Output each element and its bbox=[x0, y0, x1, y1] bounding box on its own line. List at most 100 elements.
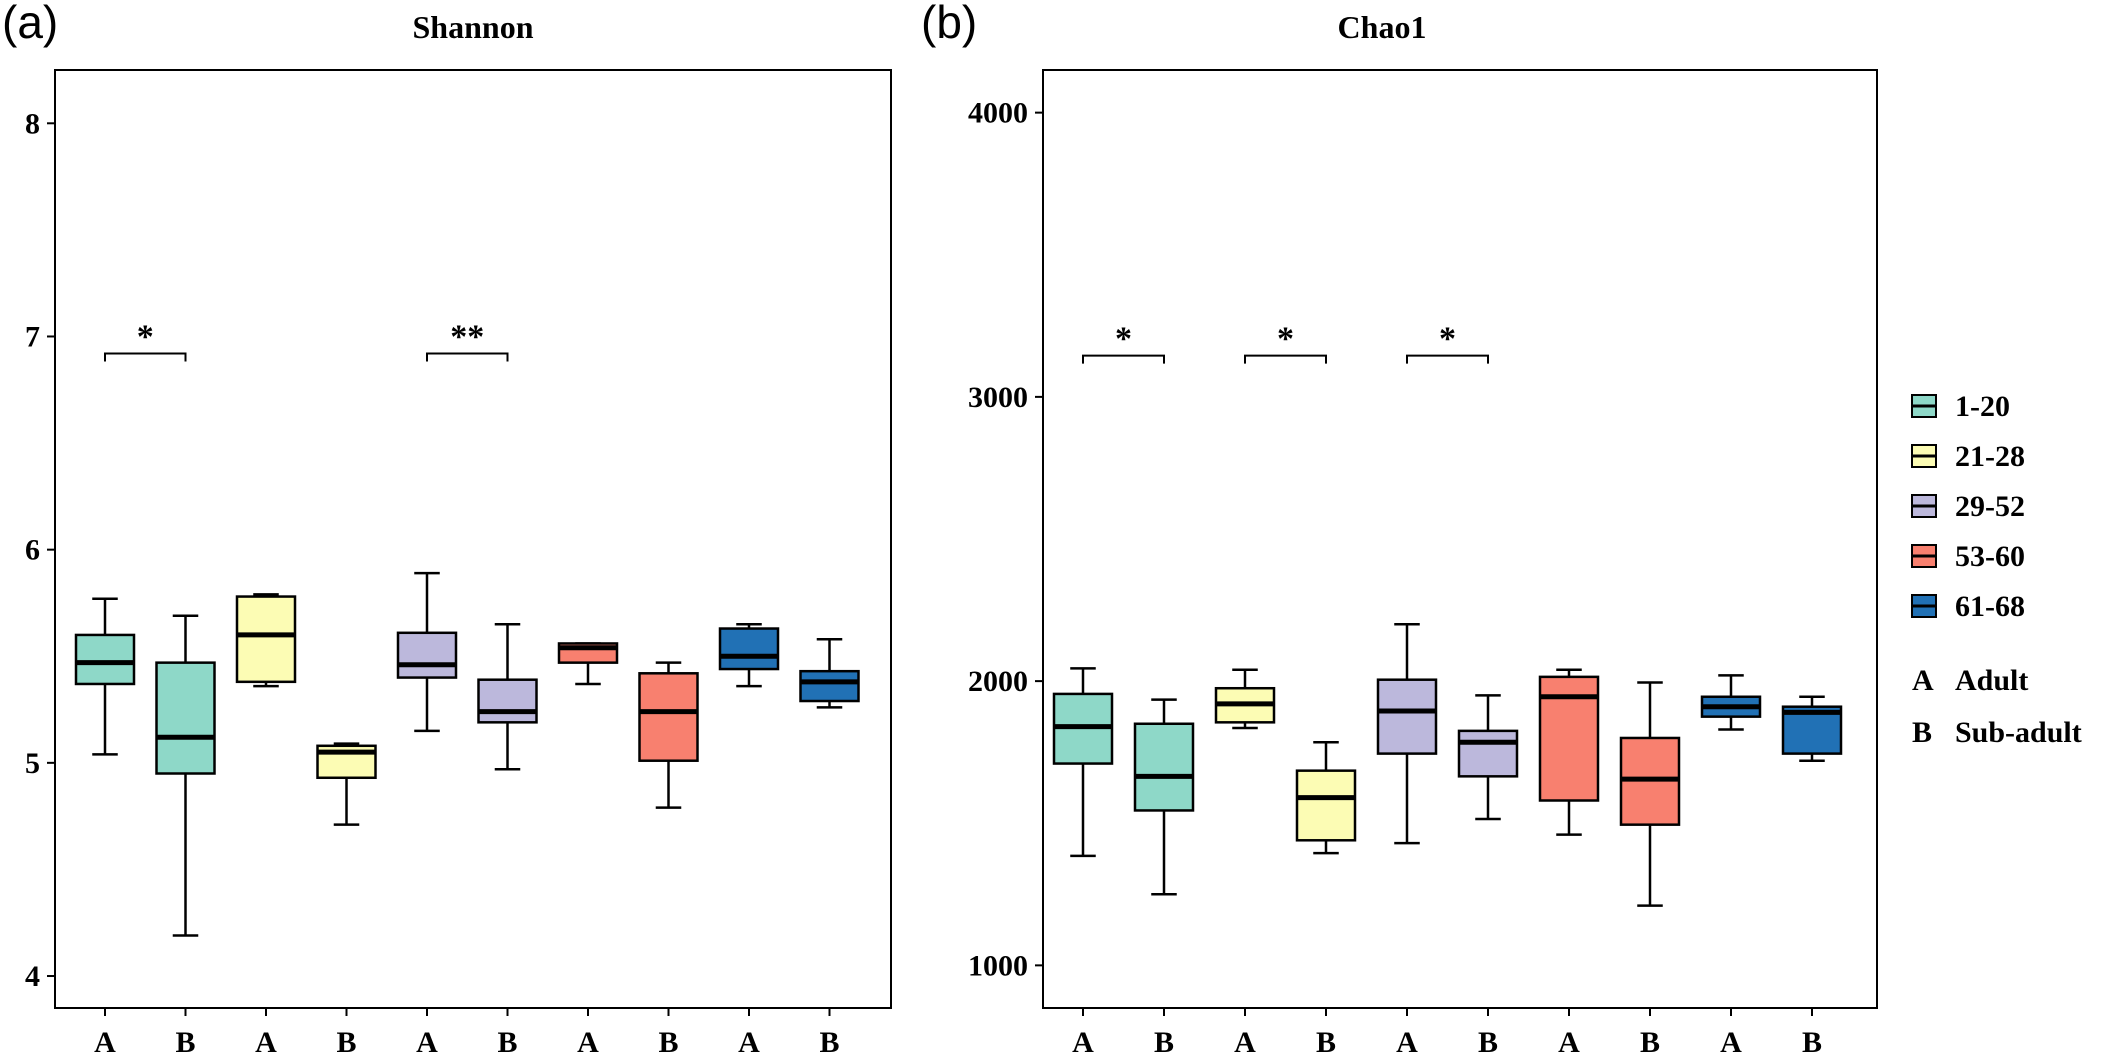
sig-label: * bbox=[1277, 321, 1294, 358]
iqr-box bbox=[1457, 729, 1519, 778]
shannon-significance: * ** bbox=[104, 319, 509, 362]
shannon-ytick-label-3: 7 bbox=[25, 320, 40, 353]
shannon-box-6 bbox=[557, 642, 619, 686]
iqr-box bbox=[1295, 769, 1357, 842]
shannon-ytick-label-2: 6 bbox=[25, 534, 40, 567]
shannon-plot-frame bbox=[54, 69, 892, 1009]
legend-label: 29-52 bbox=[1955, 490, 2025, 523]
chao1-xtick-label-0: A bbox=[1072, 1026, 1094, 1059]
shannon-box-0 bbox=[74, 597, 136, 756]
chao1-box-2 bbox=[1214, 668, 1276, 730]
iqr-box bbox=[74, 633, 136, 686]
sig-bracket bbox=[426, 352, 509, 362]
iqr-box bbox=[235, 595, 297, 684]
chao1-boxes bbox=[1052, 623, 1843, 907]
chao1-xtick-label-9: B bbox=[1802, 1026, 1822, 1059]
sig-bracket bbox=[1406, 354, 1489, 364]
shannon-box-1 bbox=[155, 614, 216, 937]
sig-label: * bbox=[1439, 321, 1456, 358]
shannon-boxes bbox=[74, 571, 860, 937]
sig-bracket bbox=[1082, 354, 1165, 364]
chao1-sig-2: * bbox=[1406, 321, 1489, 364]
panel-label-b: (b) bbox=[921, 0, 977, 48]
legend-item-29-52: 29-52 bbox=[1911, 490, 2025, 523]
legend-label: 1-20 bbox=[1955, 390, 2010, 423]
legend-key-letter: B bbox=[1912, 716, 1932, 749]
shannon-box-4 bbox=[396, 571, 458, 733]
shannon-sig-0: * bbox=[104, 319, 187, 362]
chao1-panel: (b) Chao1 1000 2000 3000 4000 * * * A B A B A B A B A… bbox=[921, 0, 1878, 1059]
legend-key-letter: A bbox=[1912, 664, 1934, 697]
chao1-box-0 bbox=[1052, 667, 1114, 858]
shannon-ytick-label-0: 4 bbox=[25, 960, 40, 993]
chao1-sig-1: * bbox=[1244, 321, 1327, 364]
chao1-ytick-label-2: 3000 bbox=[968, 381, 1028, 414]
iqr-box bbox=[155, 661, 216, 775]
chao1-ytick-label-3: 4000 bbox=[968, 97, 1028, 130]
chao1-ytick-label-1: 2000 bbox=[968, 665, 1028, 698]
sig-label: ** bbox=[450, 319, 484, 356]
shannon-xtick-label-5: B bbox=[497, 1026, 517, 1059]
shannon-box-2 bbox=[235, 593, 297, 688]
sig-label: * bbox=[1115, 321, 1132, 358]
shannon-box-9 bbox=[799, 637, 860, 709]
sig-bracket bbox=[104, 352, 187, 362]
shannon-box-8 bbox=[718, 623, 780, 688]
shannon-xtick-label-9: B bbox=[819, 1026, 839, 1059]
chao1-box-1 bbox=[1133, 698, 1195, 896]
chao1-box-8 bbox=[1700, 674, 1762, 731]
chao1-box-7 bbox=[1619, 681, 1681, 907]
chao1-significance: * * * bbox=[1082, 321, 1489, 364]
legend-key-text: Sub-adult bbox=[1955, 716, 2082, 749]
iqr-box bbox=[1133, 722, 1195, 812]
chao1-xtick-label-2: A bbox=[1234, 1026, 1256, 1059]
chao1-y-axis: 1000 2000 3000 4000 bbox=[968, 97, 1043, 982]
shannon-xtick-label-6: A bbox=[577, 1026, 599, 1059]
shannon-y-axis: 4 5 6 7 8 bbox=[25, 107, 55, 993]
chao1-xtick-label-1: B bbox=[1154, 1026, 1174, 1059]
legend-item-53-60: 53-60 bbox=[1911, 540, 2025, 573]
legend-label: 61-68 bbox=[1955, 590, 2025, 623]
legend-category-keys: A Adult B Sub-adult bbox=[1912, 664, 2082, 749]
legend-key-text: Adult bbox=[1955, 664, 2028, 697]
sig-bracket bbox=[1244, 354, 1327, 364]
iqr-box bbox=[1376, 678, 1438, 755]
shannon-box-3 bbox=[316, 742, 377, 826]
shannon-ytick-label-1: 5 bbox=[25, 747, 40, 780]
chao1-title: Chao1 bbox=[1338, 9, 1427, 45]
chao1-xtick-label-4: A bbox=[1396, 1026, 1418, 1059]
shannon-sig-1: ** bbox=[426, 319, 509, 362]
panel-label-a: (a) bbox=[2, 0, 58, 48]
chao1-sig-0: * bbox=[1082, 321, 1165, 364]
legend-item-61-68: 61-68 bbox=[1911, 590, 2025, 623]
chao1-xtick-label-7: B bbox=[1640, 1026, 1660, 1059]
chao1-box-3 bbox=[1295, 740, 1357, 855]
shannon-xtick-label-0: A bbox=[94, 1026, 116, 1059]
iqr-box bbox=[718, 627, 780, 671]
chao1-xtick-label-3: B bbox=[1316, 1026, 1336, 1059]
legend-key-B: B Sub-adult bbox=[1912, 716, 2082, 749]
chao1-plot-frame bbox=[1042, 69, 1878, 1009]
legend-item-21-28: 21-28 bbox=[1911, 440, 2025, 473]
legend-age-groups: 1-20 21-28 29-52 53-60 61-68 bbox=[1911, 390, 2025, 623]
chao1-box-9 bbox=[1781, 695, 1843, 762]
iqr-box bbox=[396, 631, 458, 679]
chao1-xtick-label-5: B bbox=[1478, 1026, 1498, 1059]
shannon-box-7 bbox=[638, 661, 699, 809]
legend: 1-20 21-28 29-52 53-60 61-68 A Adult B Sub-adul… bbox=[1911, 390, 2082, 749]
sig-label: * bbox=[137, 319, 154, 356]
iqr-box bbox=[477, 678, 538, 724]
shannon-xtick-label-8: A bbox=[738, 1026, 760, 1059]
chao1-box-5 bbox=[1457, 694, 1519, 821]
legend-label: 53-60 bbox=[1955, 540, 2025, 573]
legend-key-A: A Adult bbox=[1912, 664, 2028, 697]
chao1-xtick-label-8: A bbox=[1720, 1026, 1742, 1059]
chao1-xtick-label-6: A bbox=[1558, 1026, 1580, 1059]
shannon-xtick-label-3: B bbox=[336, 1026, 356, 1059]
iqr-box bbox=[799, 669, 860, 703]
shannon-xtick-label-2: A bbox=[255, 1026, 277, 1059]
shannon-xtick-label-1: B bbox=[175, 1026, 195, 1059]
